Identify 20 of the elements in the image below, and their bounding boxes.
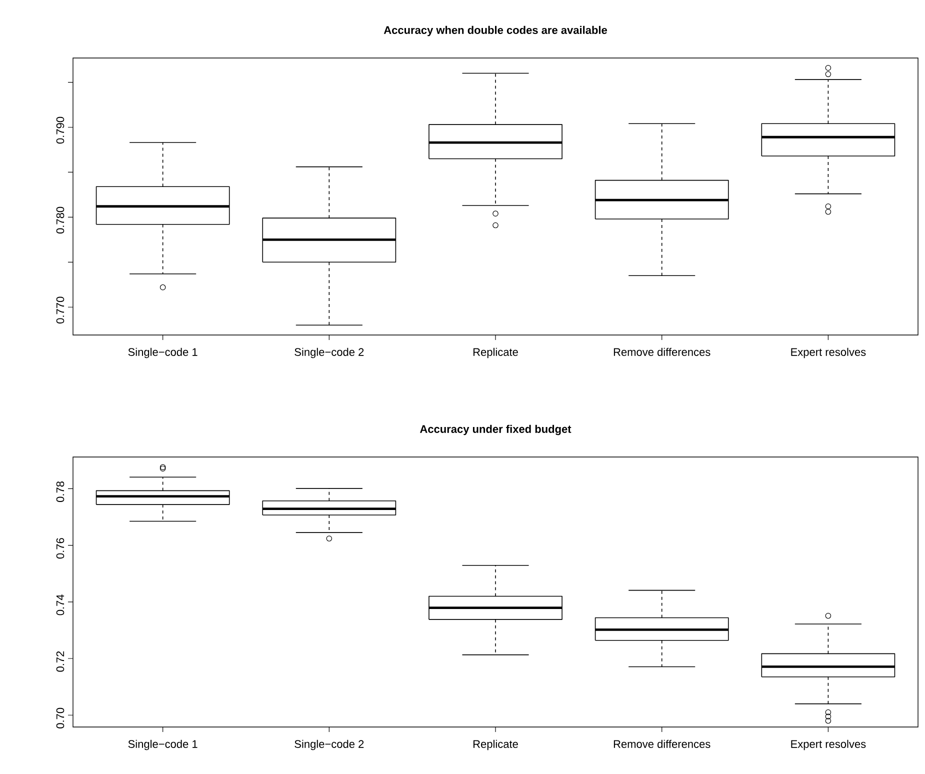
y-tick-label: 0.72 xyxy=(56,651,64,672)
chart-title: Accuracy under fixed budget xyxy=(420,424,572,436)
y-tick-label: 0.74 xyxy=(56,594,64,616)
y-tick-label: 0.78 xyxy=(56,481,64,502)
y-tick-label: 0.76 xyxy=(56,538,64,559)
chart-title: Accuracy when double codes are available xyxy=(384,26,607,36)
y-tick-label: 0.790 xyxy=(56,116,64,144)
x-tick-label: Expert resolves xyxy=(791,740,866,750)
y-tick-label: 0.780 xyxy=(56,206,64,234)
x-tick-label: Expert resolves xyxy=(791,348,866,358)
x-tick-label: Single−code 2 xyxy=(294,740,364,750)
x-tick-label: Single−code 1 xyxy=(128,740,198,750)
x-tick-label: Remove differences xyxy=(614,740,710,748)
x-tick-label: Replicate xyxy=(473,740,518,750)
x-tick-label: Replicate xyxy=(473,348,518,358)
x-tick-label: Single−code 2 xyxy=(294,348,364,358)
x-tick-label: Remove differences xyxy=(614,348,710,356)
y-tick-label: 0.70 xyxy=(56,708,64,728)
y-tick-label: 0.770 xyxy=(56,296,64,324)
x-tick-label: Single−code 1 xyxy=(128,348,198,358)
